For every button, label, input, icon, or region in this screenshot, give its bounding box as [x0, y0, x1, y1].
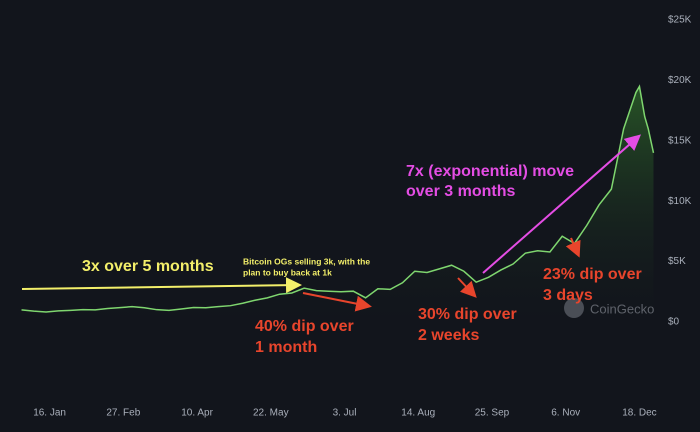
watermark-logo [564, 298, 584, 318]
x-tick-label: 25. Sep [475, 408, 510, 419]
x-tick-label: 18. Dec [622, 408, 656, 419]
x-tick-label: 14. Aug [401, 408, 435, 419]
annotation: 3 days [543, 287, 593, 304]
y-tick-label: $20K [668, 75, 692, 86]
annotation: 40% dip over [255, 318, 354, 335]
x-tick-label: 3. Jul [333, 408, 357, 419]
annotation: 23% dip over [543, 266, 642, 283]
x-tick-label: 10. Apr [181, 408, 213, 419]
y-tick-label: $15K [668, 135, 692, 146]
y-tick-label: $0 [668, 317, 680, 328]
annotation: over 3 months [406, 183, 515, 200]
arrow [21, 277, 302, 294]
x-tick-label: 27. Feb [106, 408, 140, 419]
annotation: 2 weeks [418, 327, 479, 344]
x-tick-label: 6. Nov [551, 408, 580, 419]
arrow [565, 237, 581, 258]
y-tick-label: $25K [668, 15, 692, 26]
annotation: 30% dip over [418, 306, 517, 323]
y-tick-label: $10K [668, 196, 692, 207]
annotation: Bitcoin OGs selling 3k, with the [243, 256, 370, 266]
arrow [302, 292, 372, 312]
arrow [457, 277, 477, 298]
annotation: 3x over 5 months [82, 258, 214, 275]
arrow [482, 134, 642, 274]
annotation: 1 month [255, 339, 317, 356]
y-tick-label: $5K [668, 256, 686, 267]
x-tick-label: 22. May [253, 408, 289, 419]
x-tick-label: 16. Jan [33, 408, 66, 419]
area [21, 86, 654, 322]
watermark: CoinGecko [590, 301, 654, 316]
annotation: 7x (exponential) move [406, 163, 574, 180]
annotation: plan to buy back at 1k [243, 267, 332, 277]
